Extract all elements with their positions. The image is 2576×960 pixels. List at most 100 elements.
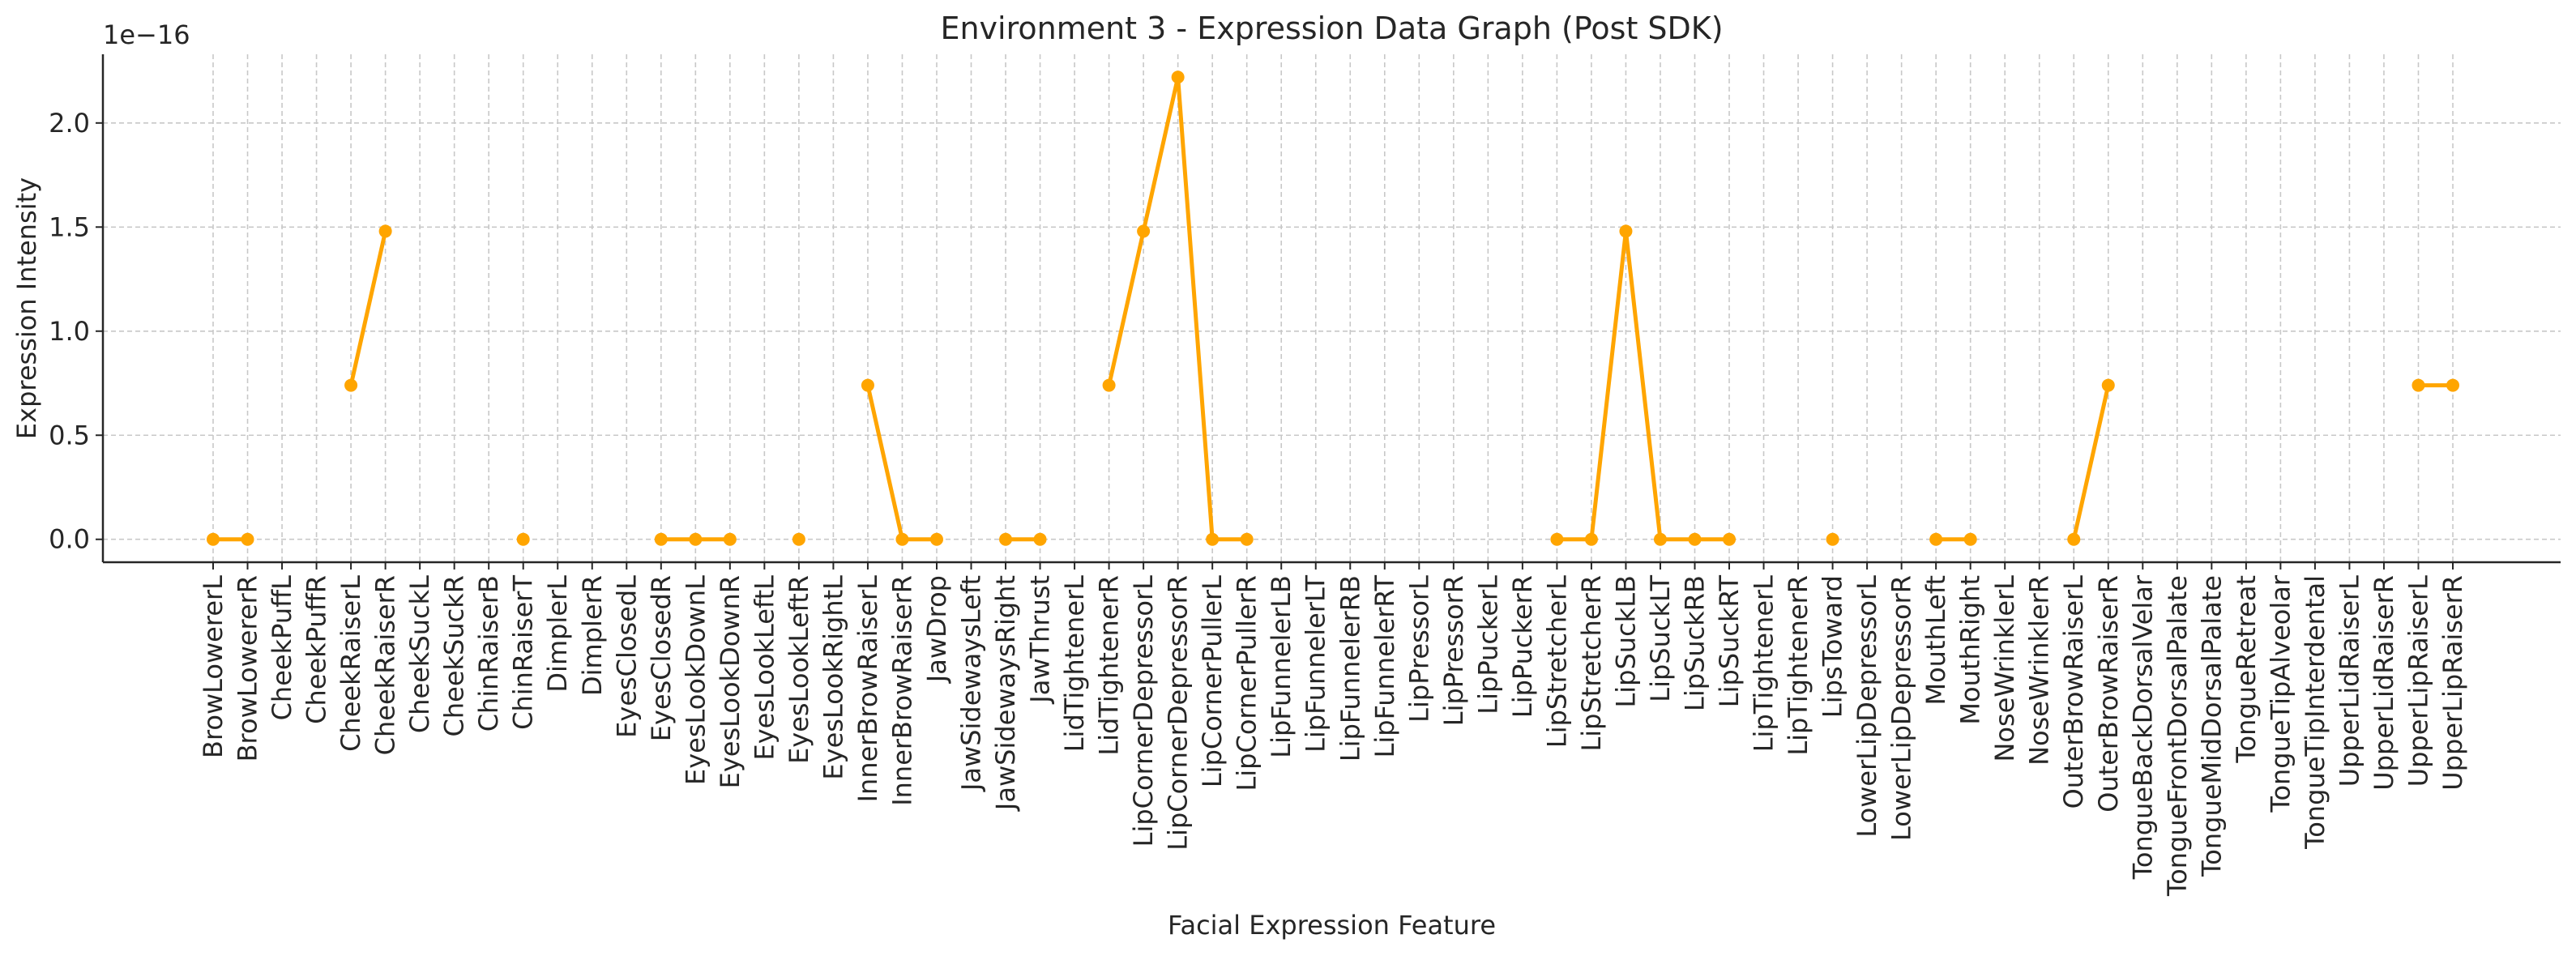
data-point (2412, 378, 2425, 392)
x-tick-label: LipCornerPullerR (1232, 575, 1262, 791)
data-point (241, 532, 254, 546)
data-point (1240, 532, 1254, 546)
data-point (895, 532, 909, 546)
data-point (654, 532, 668, 546)
x-tick-label: JawDrop (921, 575, 952, 684)
data-point (929, 532, 943, 546)
x-tick-label: LipCornerDepressorR (1163, 575, 1194, 851)
data-point (689, 532, 703, 546)
x-tick-label: LipFunnelerLB (1266, 575, 1297, 758)
x-tick-label: LipPressorL (1403, 575, 1434, 723)
series-line-segment (348, 228, 388, 388)
data-point (999, 532, 1013, 546)
x-tick-label: EyesLookLeftR (784, 575, 814, 764)
x-tick-label: LipSuckLT (1645, 575, 1676, 702)
x-tick-label: EyesLookRightL (818, 575, 848, 780)
x-tick-label: LipFunnelerRB (1335, 575, 1365, 762)
x-tick-label: TongueRetreat (2231, 575, 2262, 764)
x-tick-label: CheekRaiserL (335, 575, 366, 752)
x-tick-label: UpperLidRaiserR (2369, 575, 2399, 791)
data-point (1653, 532, 1667, 546)
series-line-segment (1141, 75, 1181, 233)
x-tick-label: TongueFrontDorsalPalate (2162, 575, 2193, 897)
x-tick-label: NoseWrinklerL (1989, 575, 2020, 762)
data-point (792, 532, 805, 546)
x-tick-label: EyesLookLeftL (749, 575, 780, 761)
data-point (1171, 70, 1185, 84)
data-point (207, 532, 220, 546)
x-tick-label: LipFunnelerRT (1369, 575, 1400, 758)
x-tick-label: DimplerR (577, 575, 608, 696)
x-tick-label: UpperLipRaiserR (2437, 575, 2468, 791)
chart-title: Environment 3 - Expression Data Graph (P… (940, 11, 1723, 46)
data-point (1963, 532, 1977, 546)
x-tick-label: LipCornerPullerL (1197, 575, 1228, 787)
x-tick-label: LipFunnelerLT (1301, 575, 1331, 753)
x-tick-label: EyesClosedL (611, 575, 642, 738)
x-tick-label: LowerLipDepressorL (1852, 575, 1882, 838)
x-tick-label: ChinRaiserT (508, 575, 539, 730)
x-tick-label: TongueTipInterdental (2300, 575, 2330, 850)
y-tick-label: 0.0 (49, 524, 90, 555)
x-tick-label: LidTightenerL (1059, 575, 1090, 752)
x-tick-label: LipCornerDepressorL (1128, 575, 1159, 847)
x-tick-label: EyesLookDownR (715, 575, 745, 788)
data-point (1929, 532, 1943, 546)
series-line-segment (1176, 75, 1215, 542)
x-ticks: BrowLowererL BrowLowererR CheekPuffL CheekP… (198, 562, 2468, 897)
x-tick-label: LipSuckRT (1714, 575, 1745, 708)
x-tick-label: LipPuckerR (1507, 575, 1538, 718)
x-tick-label: CheekPuffL (267, 575, 297, 721)
x-tick-label: BrowLowererL (198, 575, 229, 758)
data-point (723, 532, 737, 546)
x-tick-label: JawThrust (1025, 575, 1056, 705)
data-point (1826, 532, 1839, 546)
y-ticks: 0.0 0.5 1.0 1.5 2.0 (49, 108, 103, 555)
x-tick-label: LipSuckRB (1679, 575, 1710, 711)
data-point (1206, 532, 1220, 546)
x-tick-label: OuterBrowRaiserL (2058, 575, 2089, 809)
y-axis-offset-text: 1e−16 (103, 19, 190, 50)
x-tick-label: LidTightenerR (1094, 575, 1125, 756)
y-tick-label: 1.0 (49, 316, 90, 347)
x-tick-label: UpperLidRaiserL (2334, 575, 2365, 787)
data-point (1137, 224, 1151, 238)
x-tick-label: LipPuckerL (1472, 575, 1503, 715)
x-tick-label: LipsToward (1818, 575, 1848, 718)
x-tick-label: EyesLookDownL (680, 575, 711, 785)
series-line-segment (2071, 383, 2111, 542)
data-point (1550, 532, 1564, 546)
x-tick-label: UpperLipRaiserL (2403, 575, 2433, 787)
x-tick-label: LowerLipDepressorR (1886, 575, 1917, 841)
data-point (1033, 532, 1047, 546)
grid (103, 54, 2561, 562)
data-point (1619, 224, 1633, 238)
x-tick-label: TongueBackDorsalVelar (2127, 574, 2158, 880)
x-tick-label: ChinRaiserB (473, 575, 504, 732)
x-tick-label: InnerBrowRaiserR (886, 575, 917, 806)
x-axis-label: Facial Expression Feature (1168, 910, 1496, 941)
data-point (2446, 378, 2459, 392)
data-point (2101, 378, 2115, 392)
x-tick-label: BrowLowererR (233, 575, 263, 762)
x-tick-label: JawSidewaysRight (990, 575, 1021, 812)
x-tick-label: EyesClosedR (646, 575, 677, 741)
axes (101, 54, 2561, 564)
data-point (1102, 378, 1116, 392)
data-point (2067, 532, 2081, 546)
data-point (378, 224, 392, 238)
data-point (861, 378, 874, 392)
data-point (1584, 532, 1598, 546)
y-tick-label: 0.5 (49, 420, 90, 450)
x-tick-label: NoseWrinklerR (2024, 575, 2055, 766)
x-tick-label: DimplerL (542, 575, 573, 693)
data-point (1723, 532, 1737, 546)
data-point (516, 532, 530, 546)
series-line-segment (865, 383, 904, 542)
x-tick-label: CheekSuckL (404, 575, 435, 733)
x-tick-label: LipStretcherR (1576, 575, 1607, 752)
x-tick-label: CheekPuffR (301, 575, 332, 724)
